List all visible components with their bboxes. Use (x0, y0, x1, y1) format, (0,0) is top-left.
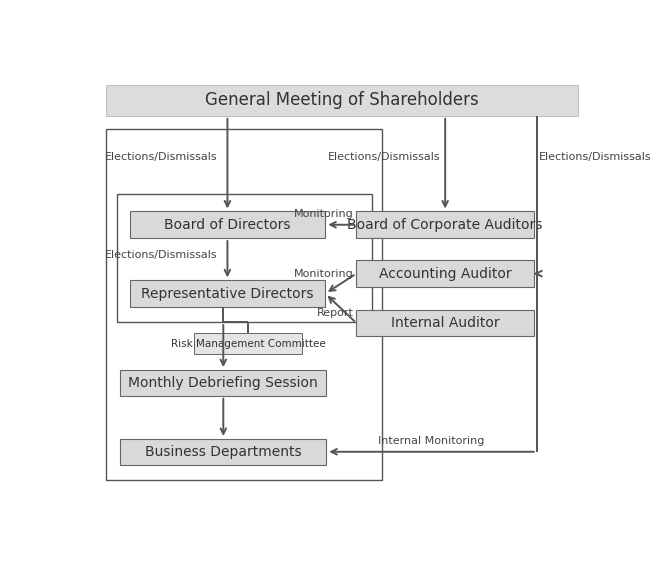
Text: Representative Directors: Representative Directors (141, 287, 314, 301)
Bar (356, 260, 534, 287)
Text: Monitoring: Monitoring (294, 269, 354, 279)
Text: Board of Corporate Auditors: Board of Corporate Auditors (348, 218, 543, 232)
Bar (194, 333, 302, 354)
Text: Business Departments: Business Departments (145, 445, 302, 459)
Text: Accounting Auditor: Accounting Auditor (379, 267, 511, 280)
Text: Internal Monitoring: Internal Monitoring (378, 436, 485, 447)
Bar (106, 129, 382, 480)
Bar (116, 194, 372, 323)
Text: Internal Auditor: Internal Auditor (391, 316, 499, 330)
Text: Board of Directors: Board of Directors (164, 218, 291, 232)
Bar (356, 310, 534, 336)
Bar (120, 370, 327, 396)
Bar (356, 211, 534, 238)
Bar (130, 280, 325, 307)
Bar (120, 439, 327, 464)
Bar (106, 85, 578, 116)
Text: Elections/Dismissals: Elections/Dismissals (539, 152, 652, 162)
Text: Monitoring: Monitoring (294, 209, 354, 219)
Text: Risk Management Committee: Risk Management Committee (171, 339, 325, 349)
Text: Report: Report (317, 308, 354, 317)
Text: General Meeting of Shareholders: General Meeting of Shareholders (205, 91, 479, 109)
Text: Elections/Dismissals: Elections/Dismissals (104, 152, 217, 162)
Bar (130, 211, 325, 238)
Text: Monthly Debriefing Session: Monthly Debriefing Session (128, 376, 318, 390)
Text: Elections/Dismissals: Elections/Dismissals (327, 152, 440, 162)
Text: Elections/Dismissals: Elections/Dismissals (104, 250, 217, 260)
